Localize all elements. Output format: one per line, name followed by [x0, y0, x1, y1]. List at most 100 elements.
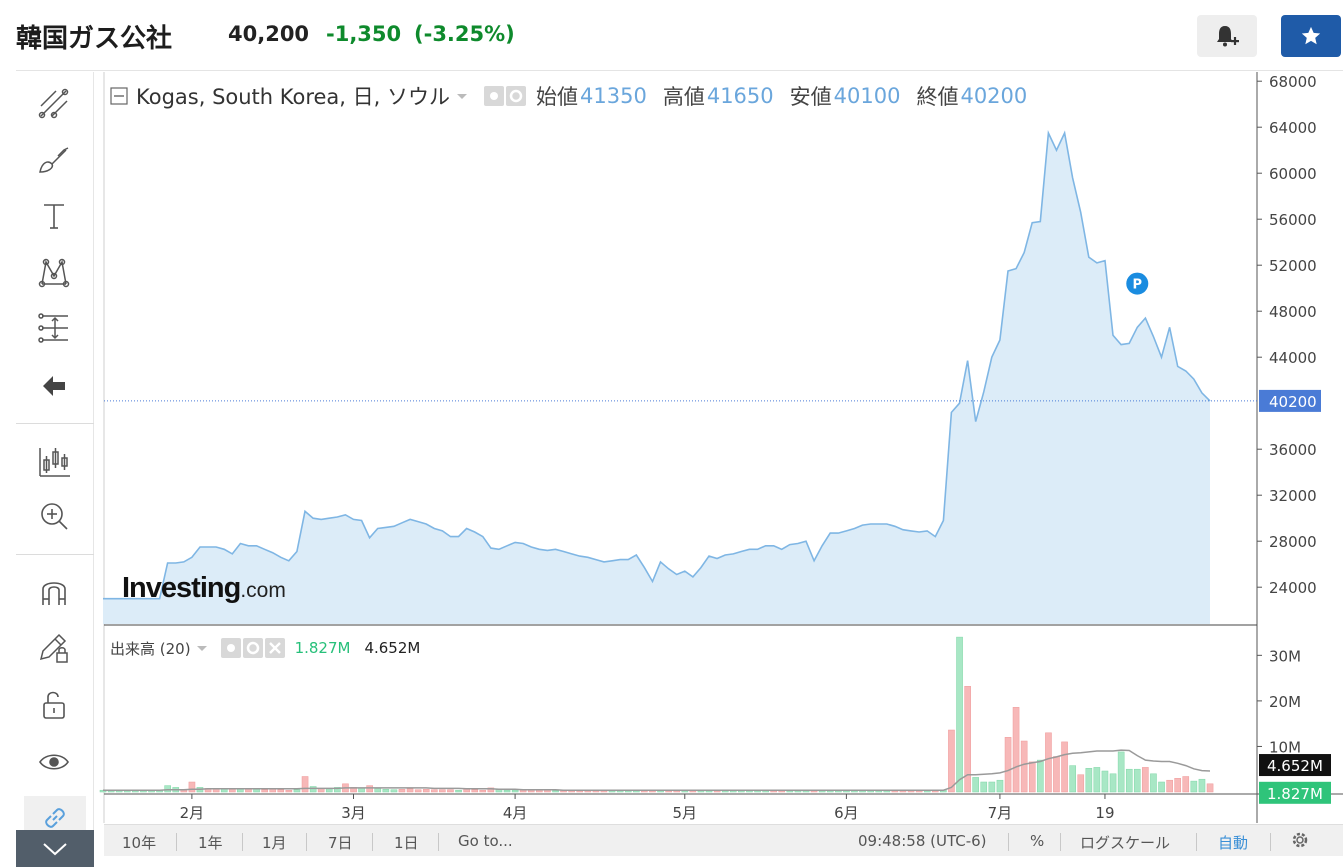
volume-bar: [431, 789, 438, 793]
volume-bar: [229, 789, 236, 793]
visibility-tool[interactable]: [34, 742, 74, 782]
high-label: 高値: [662, 85, 705, 109]
back-tool[interactable]: [34, 366, 74, 406]
volume-bar: [988, 781, 996, 793]
volume-bar: [1004, 737, 1012, 793]
range-divider: [176, 833, 177, 851]
eye-icon: [39, 754, 69, 770]
volume-bar: [1061, 741, 1068, 793]
volume-bar: [293, 789, 301, 793]
chevron-down-icon: [43, 842, 67, 855]
price-area-fill: [103, 133, 1210, 624]
series-settings-icon[interactable]: [506, 86, 527, 106]
volume-bar: [1174, 778, 1181, 793]
drawing-toolbar: [16, 72, 94, 867]
unlock-tool[interactable]: [34, 684, 74, 724]
collapse-legend-icon[interactable]: [110, 87, 128, 105]
time-tick-label: 2月: [180, 804, 205, 822]
pattern-tool[interactable]: [34, 252, 74, 292]
range-divider: [438, 833, 439, 851]
price-change: -1,350: [326, 22, 402, 46]
volume-bar: [1093, 767, 1101, 793]
volume-bar: [1077, 774, 1085, 793]
range-divider: [242, 833, 243, 851]
p-marker[interactable]: [1126, 272, 1149, 295]
range-1d-button[interactable]: 1日: [394, 834, 419, 852]
toolbar-divider: [16, 554, 94, 555]
measure-tool[interactable]: [34, 308, 74, 348]
trendline-tool[interactable]: [34, 84, 74, 124]
hide-series-icon[interactable]: [484, 86, 505, 106]
log-scale-button[interactable]: ログスケール: [1080, 834, 1171, 852]
price-line: [103, 129, 1211, 600]
time-tick-label: 3月: [341, 804, 366, 822]
toolbar-collapse-button[interactable]: [16, 830, 94, 867]
volume-bar: [334, 787, 341, 793]
volume-bar: [180, 789, 188, 793]
price-tick-label: 64000: [1269, 119, 1317, 137]
investing-logo: Investing.com: [122, 572, 286, 605]
volume-tick-label: 30M: [1269, 647, 1301, 665]
volume-bar: [188, 781, 196, 793]
volume-dropdown-icon[interactable]: [195, 643, 209, 653]
auto-scale-button[interactable]: 自動: [1218, 834, 1249, 852]
range-divider: [372, 833, 373, 851]
goto-date-button[interactable]: Go to...: [458, 832, 513, 850]
volume-bar: [1198, 778, 1206, 793]
range-bar: 10年 1年 1月 7日 1日 Go to... 09:48:58 (UTC-6…: [104, 824, 1343, 856]
star-icon: [1301, 26, 1321, 45]
volume-bar: [1028, 761, 1036, 793]
volume-bar: [309, 786, 317, 793]
watchlist-star-button[interactable]: [1281, 15, 1341, 57]
range-10y-button[interactable]: 10年: [122, 834, 157, 852]
arrow-left-icon: [43, 376, 65, 396]
percent-scale-button[interactable]: %: [1030, 832, 1045, 850]
range-7d-button[interactable]: 7日: [328, 834, 353, 852]
volume-bar: [503, 789, 511, 793]
volume-settings-icon[interactable]: [242, 638, 263, 658]
range-1m-button[interactable]: 1月: [262, 834, 287, 852]
chart-settings-button[interactable]: [1290, 830, 1310, 854]
range-divider: [1270, 833, 1271, 851]
volume-bar: [422, 789, 430, 793]
page-title: 韓国ガス公社: [16, 24, 173, 54]
volume-ma-line: [103, 749, 1211, 791]
volume-bar: [1085, 768, 1093, 793]
volume-bar: [398, 789, 406, 793]
magnet-icon: [42, 582, 66, 605]
symbol-dropdown-icon[interactable]: [454, 90, 470, 102]
price-tick-label: 36000: [1269, 441, 1317, 459]
volume-bar: [1142, 767, 1149, 793]
remove-volume-icon[interactable]: [264, 638, 285, 658]
text-icon: [44, 204, 64, 229]
link-icon: [45, 808, 65, 828]
volume-bar: [253, 789, 260, 793]
symbol-label[interactable]: Kogas, South Korea, 日, ソウル: [136, 85, 451, 109]
volume-bar: [471, 789, 479, 793]
price-legend: Kogas, South Korea, 日, ソウル 始値 41350 高値 416…: [110, 82, 1027, 110]
price-tick-label: 44000: [1269, 349, 1317, 367]
p-marker-label[interactable]: P: [1133, 278, 1143, 293]
volume-bar: [366, 785, 373, 793]
range-1y-button[interactable]: 1年: [198, 834, 223, 852]
hide-volume-icon[interactable]: [220, 638, 241, 658]
zoom-tool[interactable]: [34, 496, 74, 536]
time-tick-label: 6月: [834, 804, 859, 822]
volume-series: [99, 636, 1214, 793]
brush-tool[interactable]: [34, 140, 74, 180]
lock-drawings-tool[interactable]: [34, 628, 74, 668]
price-tick-label: 52000: [1269, 257, 1317, 275]
time-tick-label: 7月: [988, 804, 1013, 822]
volume-indicator-label[interactable]: 出来高 (20): [110, 639, 191, 658]
add-alert-button[interactable]: [1197, 15, 1257, 57]
volume-ma-value: 4.652M: [364, 639, 421, 657]
text-tool[interactable]: [34, 196, 74, 236]
volume-bar: [1069, 765, 1076, 793]
last-price-tag-label: 40200: [1269, 393, 1317, 411]
trendline-icon: [38, 88, 69, 119]
magnet-tool[interactable]: [34, 572, 74, 612]
volume-bar: [544, 789, 551, 793]
chart-type-tool[interactable]: [34, 442, 74, 482]
volume-bar: [325, 788, 333, 793]
